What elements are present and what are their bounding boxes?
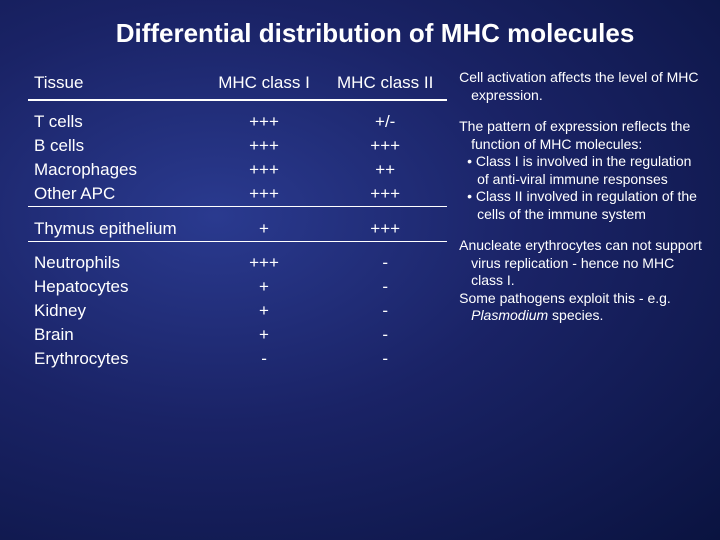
tissue-cell: Brain (28, 323, 205, 347)
table-row: Macrophages +++ ++ (28, 158, 447, 182)
table-row: Kidney + - (28, 299, 447, 323)
table-row: T cells +++ +/- (28, 110, 447, 134)
class1-cell: + (205, 299, 323, 323)
tissue-cell: Thymus epithelium (28, 217, 205, 242)
class1-cell: +++ (205, 182, 323, 207)
table-row: Erythrocytes - - (28, 347, 447, 371)
class2-cell: +++ (323, 182, 447, 207)
tissue-cell: Other APC (28, 182, 205, 207)
note-class1-bullet: • Class I is involved in the regulation … (459, 153, 702, 188)
note-pathogens-pre: Some pathogens exploit this - e.g. (459, 290, 671, 306)
table-row: Thymus epithelium + +++ (28, 217, 447, 242)
class2-cell: - (323, 323, 447, 347)
mhc-table-container: Tissue MHC class I MHC class II T cells … (28, 69, 447, 371)
class1-cell: +++ (205, 251, 323, 275)
note-activation: Cell activation affects the level of MHC… (459, 69, 702, 104)
class2-cell: +++ (323, 134, 447, 158)
note-class2-bullet: • Class II involved in regulation of the… (459, 188, 702, 223)
note-pathogens-post: species. (548, 307, 603, 323)
tissue-cell: B cells (28, 134, 205, 158)
tissue-cell: T cells (28, 110, 205, 134)
note-pathogens: Some pathogens exploit this - e.g. Plasm… (459, 290, 702, 325)
spacer (28, 100, 447, 110)
col-class1: MHC class I (205, 69, 323, 100)
note-plasmodium: Plasmodium (471, 307, 548, 323)
note-erythrocytes: Anucleate erythrocytes can not support v… (459, 237, 702, 325)
class1-cell: + (205, 217, 323, 242)
class2-cell: - (323, 251, 447, 275)
class2-cell: - (323, 347, 447, 371)
tissue-cell: Kidney (28, 299, 205, 323)
table-row: Brain + - (28, 323, 447, 347)
note-anucleate: Anucleate erythrocytes can not support v… (459, 237, 702, 290)
class1-cell: - (205, 347, 323, 371)
tissue-cell: Erythrocytes (28, 347, 205, 371)
class2-cell: +/- (323, 110, 447, 134)
class2-cell: - (323, 275, 447, 299)
table-row: Hepatocytes + - (28, 275, 447, 299)
tissue-cell: Neutrophils (28, 251, 205, 275)
note-pattern: The pattern of expression reflects the f… (459, 118, 702, 223)
spacer (28, 207, 447, 217)
mhc-table: Tissue MHC class I MHC class II T cells … (28, 69, 447, 371)
class1-cell: +++ (205, 158, 323, 182)
spacer (28, 241, 447, 251)
col-tissue: Tissue (28, 69, 205, 100)
note-pattern-intro: The pattern of expression reflects the f… (459, 118, 702, 153)
table-row: Neutrophils +++ - (28, 251, 447, 275)
table-header-row: Tissue MHC class I MHC class II (28, 69, 447, 100)
slide-title: Differential distribution of MHC molecul… (0, 0, 720, 59)
col-class2: MHC class II (323, 69, 447, 100)
content-area: Tissue MHC class I MHC class II T cells … (0, 59, 720, 371)
notes-column: Cell activation affects the level of MHC… (459, 69, 702, 371)
tissue-cell: Hepatocytes (28, 275, 205, 299)
class2-cell: +++ (323, 217, 447, 242)
table-row: B cells +++ +++ (28, 134, 447, 158)
class1-cell: +++ (205, 134, 323, 158)
class2-cell: ++ (323, 158, 447, 182)
class1-cell: + (205, 323, 323, 347)
class1-cell: + (205, 275, 323, 299)
class2-cell: - (323, 299, 447, 323)
class1-cell: +++ (205, 110, 323, 134)
tissue-cell: Macrophages (28, 158, 205, 182)
table-row: Other APC +++ +++ (28, 182, 447, 207)
